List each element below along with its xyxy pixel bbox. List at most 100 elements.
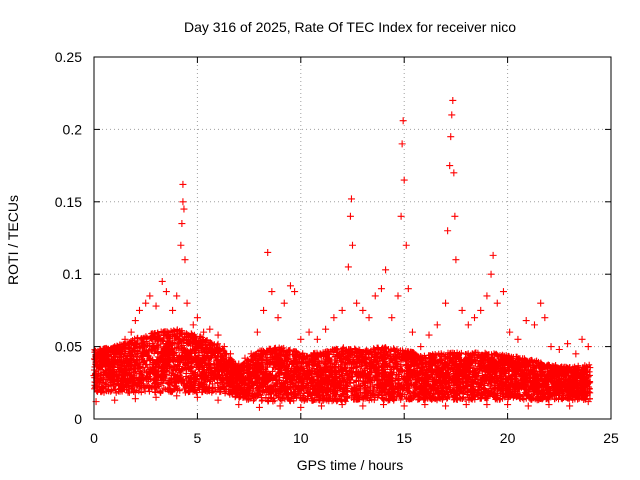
data-point <box>388 314 396 322</box>
data-point <box>131 317 139 325</box>
data-point <box>504 401 512 409</box>
data-point <box>545 401 553 409</box>
data-point <box>477 306 485 314</box>
data-point <box>442 299 450 307</box>
data-point <box>404 285 412 293</box>
data-point <box>268 288 276 296</box>
data-point <box>537 299 545 307</box>
x-tick-label: 10 <box>293 430 309 446</box>
data-point <box>446 162 454 170</box>
data-point <box>146 292 154 300</box>
data-point <box>399 117 407 125</box>
data-point <box>142 299 150 307</box>
plot-frame <box>93 56 612 420</box>
data-point <box>346 212 354 220</box>
y-tick-labels: 0 0.05 0.1 0.15 0.2 0.25 <box>55 49 82 427</box>
data-point <box>347 195 355 203</box>
data-point <box>253 328 261 336</box>
data-point <box>377 285 385 293</box>
data-point <box>206 325 214 333</box>
data-point <box>487 270 495 278</box>
data-point <box>131 395 139 403</box>
data-point <box>344 263 352 271</box>
data-point <box>220 343 228 351</box>
y-axis-label: ROTI / TECUs <box>5 195 21 285</box>
data-point <box>280 299 288 307</box>
x-tick-label: 5 <box>194 430 202 446</box>
data-point <box>499 288 507 296</box>
data-point <box>111 343 119 351</box>
data-point <box>291 288 299 296</box>
data-point <box>276 402 284 410</box>
data-point <box>255 403 263 411</box>
data-point <box>286 282 294 290</box>
data-point <box>425 331 433 339</box>
data-point <box>489 251 497 259</box>
data-point <box>408 328 416 336</box>
data-point <box>572 350 580 358</box>
data-point <box>421 401 429 409</box>
data-point <box>330 314 338 322</box>
data-point <box>578 335 586 343</box>
data-point <box>180 205 188 213</box>
chart-title: Day 316 of 2025, Rate Of TEC Index for r… <box>184 19 516 35</box>
data-point <box>524 402 532 410</box>
data-point <box>462 401 470 409</box>
data-point <box>200 328 208 336</box>
data-point <box>471 314 479 322</box>
data-point <box>449 96 457 104</box>
data-point <box>493 299 501 307</box>
data-point <box>214 396 222 404</box>
data-point <box>448 111 456 119</box>
data-point <box>121 335 129 343</box>
data-point <box>183 299 191 307</box>
data-point <box>107 364 115 372</box>
data-point <box>450 169 458 177</box>
data-points <box>90 96 592 411</box>
data-point <box>338 401 346 409</box>
x-tick-labels: 0 5 10 15 20 25 <box>90 430 619 446</box>
data-point <box>305 328 313 336</box>
data-point <box>464 321 472 329</box>
data-point <box>382 266 390 274</box>
data-point <box>297 335 305 343</box>
data-point <box>193 314 201 322</box>
data-point <box>541 314 549 322</box>
data-point <box>317 402 325 410</box>
data-point <box>179 180 187 188</box>
data-point <box>322 325 330 333</box>
data-point <box>173 392 181 400</box>
y-tick-label: 0 <box>74 411 82 427</box>
data-point <box>447 133 455 141</box>
data-point <box>102 345 110 353</box>
data-point <box>353 299 361 307</box>
data-point <box>189 321 197 329</box>
data-point <box>111 396 119 404</box>
grid <box>94 57 611 419</box>
data-point <box>530 321 538 329</box>
data-point <box>247 350 255 358</box>
x-tick-label: 0 <box>90 430 98 446</box>
data-point <box>402 241 410 249</box>
data-point <box>264 248 272 256</box>
y-tick-label: 0.15 <box>55 194 82 210</box>
data-point <box>555 345 563 353</box>
data-point <box>178 220 186 228</box>
data-point <box>235 360 243 368</box>
data-point <box>584 343 592 351</box>
data-point <box>394 292 402 300</box>
axis-ticks <box>93 56 612 420</box>
x-tick-label: 25 <box>603 430 619 446</box>
data-point <box>349 241 356 249</box>
y-tick-label: 0.1 <box>63 266 83 282</box>
dense-data-cloud <box>91 326 594 405</box>
data-point <box>483 292 491 300</box>
dense-point-cloud <box>91 326 594 405</box>
data-point <box>313 335 321 343</box>
data-point <box>127 328 135 336</box>
data-point <box>566 402 574 410</box>
data-point <box>564 340 572 348</box>
data-point <box>442 402 450 410</box>
data-point <box>214 331 222 339</box>
